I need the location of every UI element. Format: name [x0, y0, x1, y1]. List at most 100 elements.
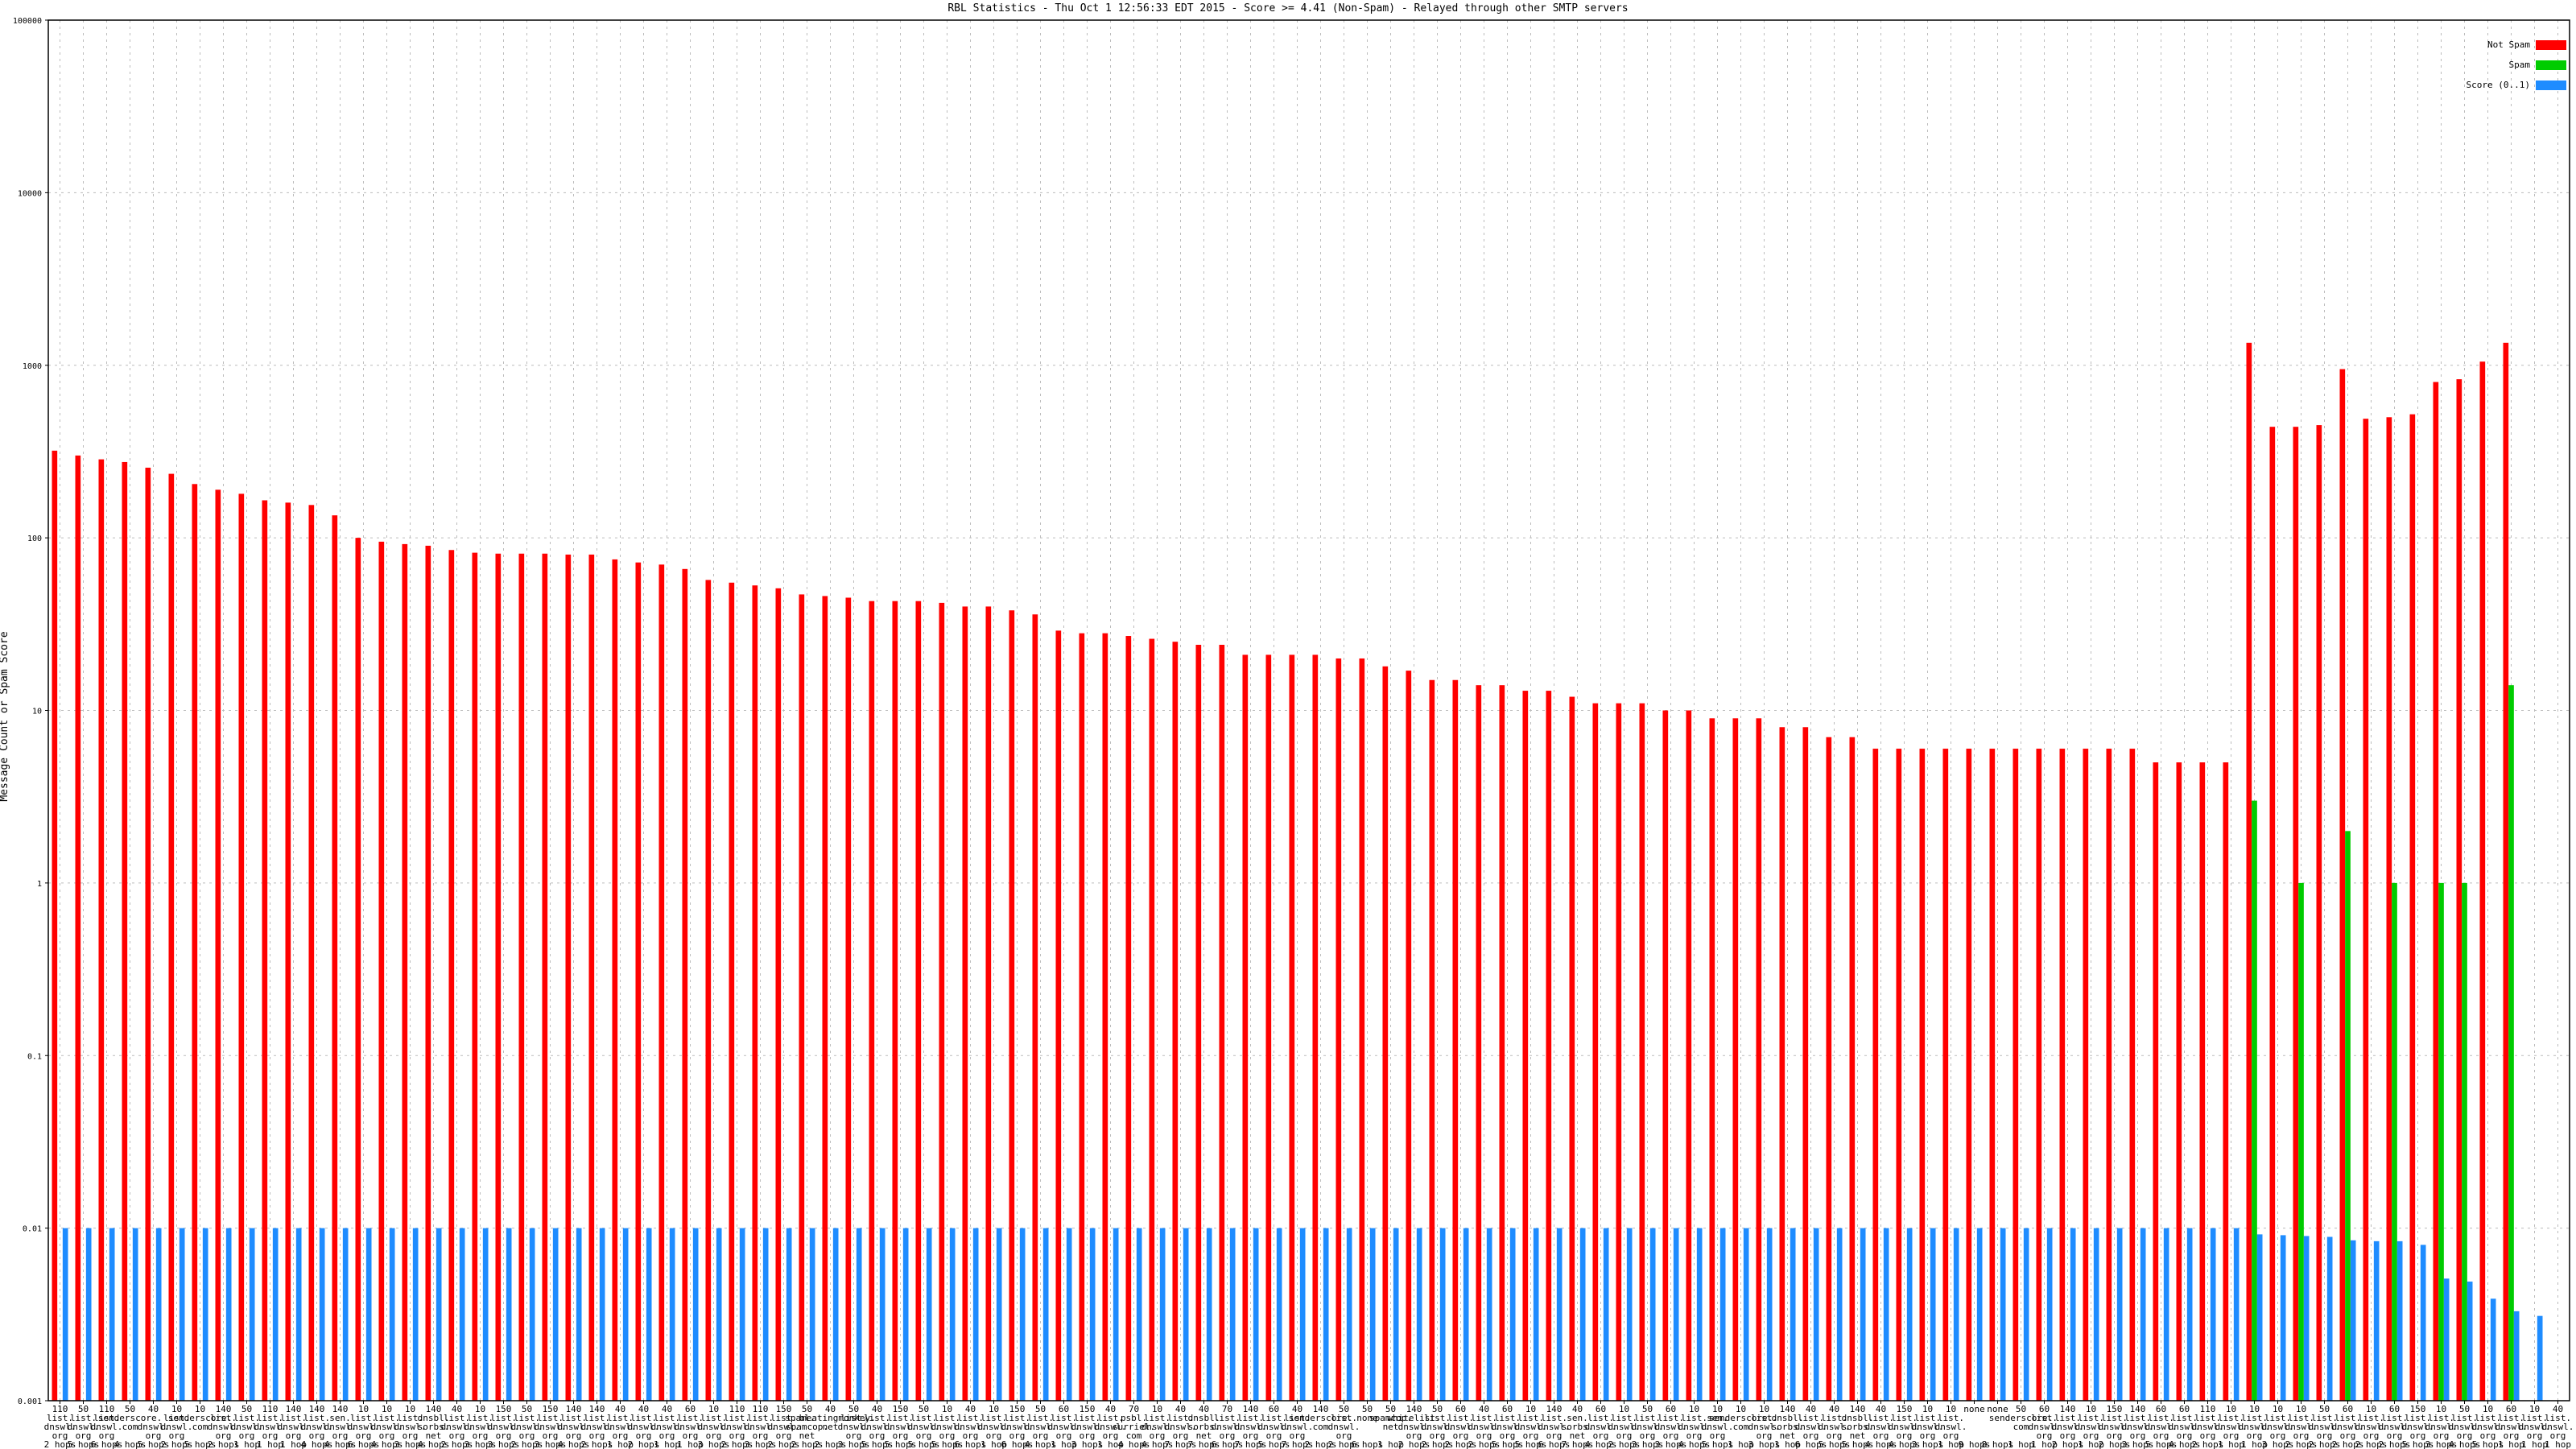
- x-tick-label: 2 hops: [44, 1439, 76, 1449]
- y-tick-label: 0.01: [23, 1225, 42, 1234]
- x-tick-label: list.: [163, 1413, 190, 1423]
- x-tick-label: 4 hops: [418, 1439, 450, 1449]
- x-tick-label: org: [379, 1430, 395, 1441]
- x-tick-label: org: [2037, 1430, 2053, 1441]
- x-tick-label: list.: [2148, 1413, 2174, 1423]
- bar-score: [2046, 1228, 2053, 1401]
- x-tick-label: list.: [864, 1413, 890, 1423]
- x-tick-label: dnswl.: [2379, 1422, 2411, 1432]
- x-tick-label: dnswl.: [931, 1422, 964, 1432]
- bar-score: [1113, 1228, 1119, 1401]
- x-tick-label: dnswl.: [2355, 1422, 2388, 1432]
- x-tick-label: 140: [1406, 1404, 1422, 1414]
- x-tick-label: 50: [1432, 1404, 1443, 1414]
- x-tick-label: dnswl.: [2099, 1422, 2131, 1432]
- y-axis-ticks: 0.001 0.01 0.1 1 10 100 1000 10000 100000: [13, 17, 48, 1406]
- bar-score: [2537, 1315, 2543, 1401]
- x-tick-label: dnswl.: [2192, 1422, 2224, 1432]
- x-tick-label: org: [473, 1430, 489, 1441]
- x-tick-label: sen.: [329, 1413, 351, 1423]
- x-tick-label: com: [192, 1422, 208, 1432]
- bar-score: [506, 1228, 512, 1401]
- legend-label: Spam: [2509, 60, 2531, 70]
- bar-score: [1673, 1228, 1679, 1401]
- x-tick-label: org: [1243, 1430, 1259, 1441]
- x-tick-label: 5 hops: [1702, 1439, 1734, 1449]
- x-tick-label: org: [566, 1430, 582, 1441]
- x-tick-label: 10: [1712, 1404, 1723, 1414]
- bar-not-spam: [658, 564, 665, 1402]
- x-tick-label: dnswl.: [2052, 1422, 2084, 1432]
- bar-not-spam: [845, 597, 852, 1401]
- x-tick-label: list.: [1284, 1413, 1311, 1423]
- x-tick-label: dnswl.: [955, 1422, 987, 1432]
- x-tick-label: org: [2550, 1430, 2566, 1441]
- bar-score: [576, 1228, 582, 1401]
- bar-score: [1883, 1228, 1889, 1401]
- x-tick-label: list.: [770, 1413, 797, 1423]
- x-tick-label: 5 hops: [1492, 1439, 1524, 1449]
- bar-score: [1556, 1228, 1563, 1401]
- x-tick-label: list.: [2428, 1413, 2454, 1423]
- x-tick-label: list.: [1051, 1413, 1077, 1423]
- bar-score: [2513, 1311, 2520, 1401]
- bar-not-spam: [1476, 685, 1482, 1401]
- x-tick-label: sen.: [1707, 1413, 1728, 1423]
- x-tick-label: sorbs.: [1562, 1422, 1594, 1432]
- y-tick-label: 0.1: [27, 1052, 42, 1061]
- bar-not-spam: [2223, 762, 2229, 1401]
- x-tick-label: org: [1290, 1430, 1306, 1441]
- x-tick-label: dnswl.: [2402, 1422, 2434, 1432]
- x-tick-label: 60: [1455, 1404, 1466, 1414]
- x-tick-label: 2 hops: [161, 1439, 193, 1449]
- x-tick-label: 50: [1035, 1404, 1046, 1414]
- x-tick-label: 140: [589, 1404, 605, 1414]
- bar-score: [1953, 1228, 1959, 1401]
- x-tick-label: dnswl.: [535, 1422, 567, 1432]
- x-tick-label: list.: [1611, 1413, 1637, 1423]
- bar-score: [949, 1228, 956, 1401]
- bar-score: [1696, 1228, 1703, 1401]
- x-tick-label: 1 hop: [2545, 1439, 2571, 1449]
- x-tick-label: org: [1033, 1430, 1049, 1441]
- bar-not-spam: [1289, 654, 1295, 1401]
- x-tick-label: 150: [2107, 1404, 2123, 1414]
- x-tick-label: dnswl.: [2519, 1422, 2551, 1432]
- x-tick-label: list.: [1097, 1413, 1124, 1423]
- x-tick-label: org: [986, 1430, 1002, 1441]
- x-tick-label: net: [799, 1430, 815, 1441]
- x-tick-label: 140: [1850, 1404, 1866, 1414]
- x-tick-label: org: [402, 1430, 419, 1441]
- x-tick-label: 1 hop: [654, 1439, 680, 1449]
- x-tick-label: net: [426, 1430, 442, 1441]
- bar-score: [1766, 1228, 1773, 1401]
- bar-not-spam: [1009, 610, 1015, 1401]
- x-tick-label: list.: [2054, 1413, 2081, 1423]
- x-tick-label: list.: [1027, 1413, 1054, 1423]
- bar-score: [669, 1228, 675, 1401]
- x-tick-label: dnswl.: [161, 1422, 193, 1432]
- x-tick-label: 4 hops: [2449, 1439, 2481, 1449]
- x-tick-label: org: [1476, 1430, 1492, 1441]
- x-tick-label: dnsbl.: [418, 1413, 450, 1423]
- bar-score: [1626, 1228, 1633, 1401]
- x-tick-label: dnswl.: [1889, 1422, 1921, 1432]
- bar-not-spam: [518, 553, 525, 1401]
- bar-score: [202, 1228, 208, 1401]
- bar-not-spam: [542, 553, 548, 1401]
- x-tick-label: dnswl.: [581, 1422, 613, 1432]
- bar-score: [1159, 1228, 1166, 1401]
- x-tick-label: com: [1126, 1430, 1142, 1441]
- x-tick-label: dnswl.: [511, 1422, 543, 1432]
- bar-score: [62, 1228, 68, 1401]
- x-tick-label: 50: [1642, 1404, 1653, 1414]
- bar-score: [1369, 1228, 1376, 1401]
- x-tick-label: 2 hops: [768, 1439, 800, 1449]
- x-tick-label: 5 hops: [2402, 1439, 2434, 1449]
- x-tick-label: dnswl.: [1141, 1422, 1174, 1432]
- x-tick-label: org: [1103, 1430, 1119, 1441]
- x-tick-label: 10: [1152, 1404, 1162, 1414]
- x-tick-label: sen.: [1567, 1413, 1588, 1423]
- x-tick-label: 2 hops: [2355, 1439, 2388, 1449]
- x-tick-label: org: [1920, 1430, 1936, 1441]
